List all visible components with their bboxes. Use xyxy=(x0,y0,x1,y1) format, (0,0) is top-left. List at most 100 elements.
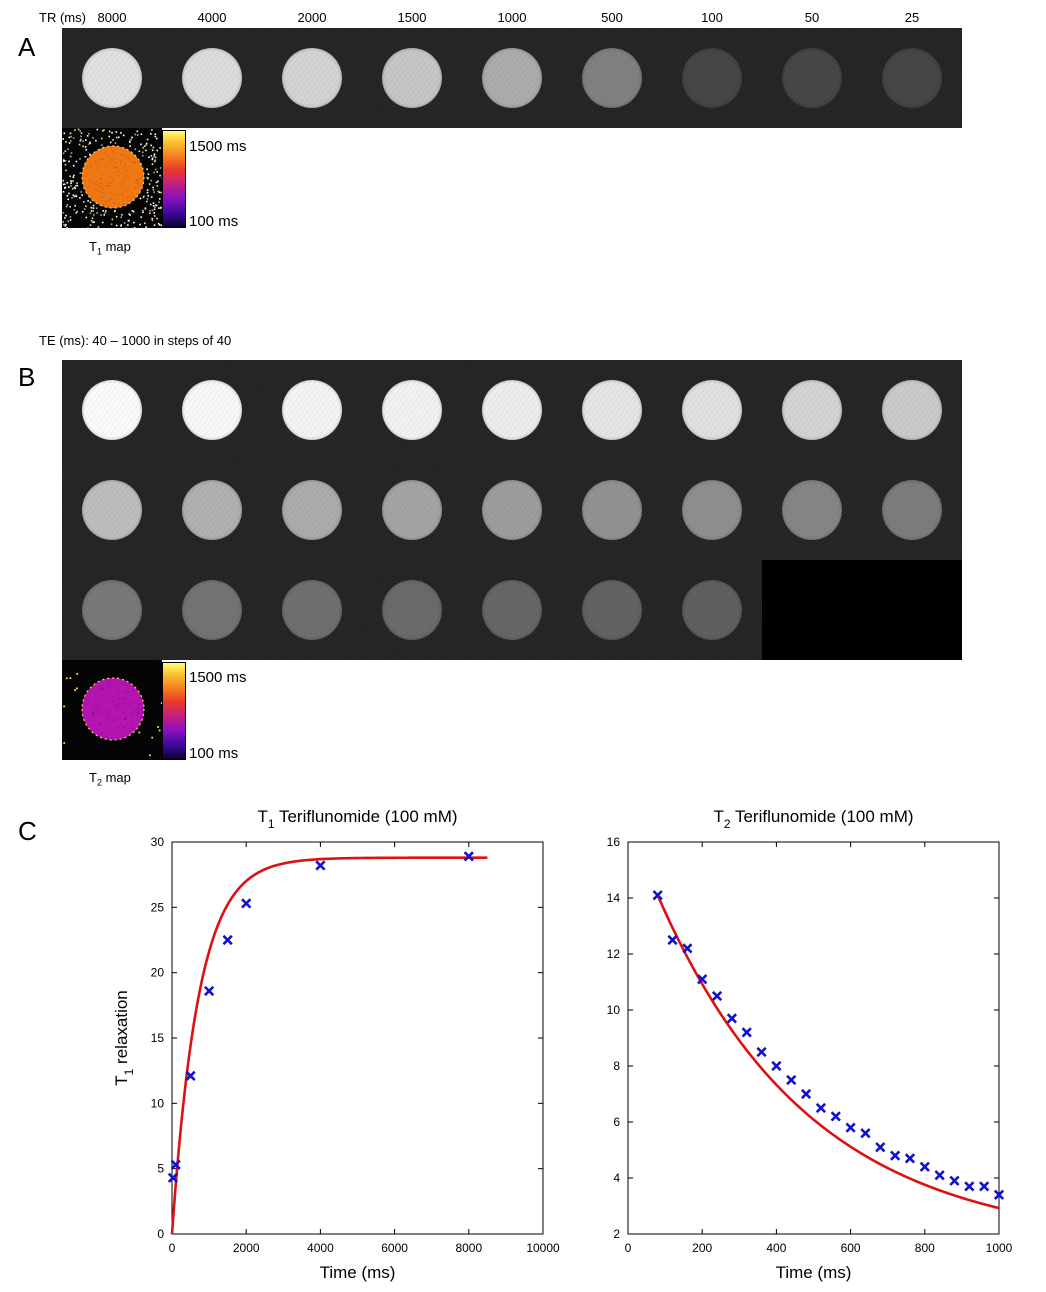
te-image-disc xyxy=(882,380,942,440)
tr-image-tile xyxy=(162,28,262,128)
tr-axis-label: TR (ms) xyxy=(39,10,86,25)
te-image-disc xyxy=(182,380,242,440)
t1-map-image xyxy=(62,128,162,228)
t1-chart-fit-curve xyxy=(170,856,488,1235)
t1-image-strip xyxy=(62,28,962,128)
t1-chart-x-axis-label: Time (ms) xyxy=(320,1263,396,1282)
te-image-tile xyxy=(162,360,262,460)
t2-chart-x-tick-label: 400 xyxy=(766,1241,786,1255)
t1-chart-y-tick-label: 30 xyxy=(151,835,165,849)
tr-values-row: 8000 4000 2000 1500 1000 500 100 50 25 xyxy=(62,10,962,28)
te-image-disc xyxy=(382,480,442,540)
te-image-tile xyxy=(262,560,362,660)
t1-chart-data-point xyxy=(167,1172,179,1183)
te-image-tile xyxy=(362,360,462,460)
te-image-disc xyxy=(682,580,742,640)
tr-value: 1000 xyxy=(497,10,527,25)
tr-image-tile xyxy=(862,28,962,128)
panel-c-letter: C xyxy=(18,816,37,846)
t2-chart-x-tick-label: 600 xyxy=(841,1241,861,1255)
t2-chart-title: T2 Teriflunomide (100 mM) xyxy=(713,807,913,831)
te-image-disc xyxy=(682,480,742,540)
te-axis-label: TE (ms): 40 – 1000 in steps of 40 xyxy=(39,333,232,348)
t2-chart-data-point xyxy=(800,1088,812,1100)
tr-image-tile xyxy=(762,28,862,128)
te-image-disc xyxy=(682,380,742,440)
t2-chart-data-point xyxy=(993,1189,1005,1200)
tr-image-disc xyxy=(282,48,342,108)
t1-chart-y-tick-label: 25 xyxy=(151,900,165,914)
panel-a-letter: A xyxy=(18,32,36,62)
tr-value: 2000 xyxy=(297,10,327,25)
t1-chart-data-point xyxy=(203,985,215,997)
t2-chart-data-point xyxy=(741,1027,752,1038)
te-image-disc xyxy=(382,380,442,440)
t2-chart-data-point xyxy=(904,1153,916,1164)
t1-chart-data-point xyxy=(315,860,326,871)
t1-chart-plot-frame xyxy=(171,841,544,1235)
tr-value: 25 xyxy=(904,10,920,25)
tr-image-disc xyxy=(882,48,942,108)
t2-chart-data-point xyxy=(756,1046,767,1058)
t1-chart-data-point xyxy=(185,1070,196,1082)
te-image-disc xyxy=(582,480,642,540)
t2-chart-x-axis-label: Time (ms) xyxy=(776,1263,852,1282)
t1-chart-y-tick-label: 0 xyxy=(157,1227,164,1241)
t1-chart-data-point xyxy=(241,898,252,909)
t2-chart-data-point xyxy=(726,1013,737,1024)
te-image-disc xyxy=(582,580,642,640)
tr-value: 1500 xyxy=(397,10,427,25)
t1-relaxation-chart: 0 2000 4000 6000 8000 10000 0 5 10 15 20 25 30 T1 Ter… xyxy=(112,807,560,1282)
te-image-disc xyxy=(782,380,842,440)
t2-colorbar-min-label: 100 ms xyxy=(189,745,239,762)
t2-chart-x-tick-label: 800 xyxy=(915,1241,935,1255)
tr-image-tile xyxy=(462,28,562,128)
t1-colorbar-min-label: 100 ms xyxy=(189,213,239,230)
te-image-tile xyxy=(662,360,762,460)
tr-image-disc xyxy=(182,48,242,108)
t1-chart-x-tick-label: 0 xyxy=(169,1241,176,1255)
te-image-tile xyxy=(262,360,362,460)
t2-chart-fit-curve xyxy=(656,894,1000,1210)
t1-map-label: T1 map xyxy=(89,239,131,257)
t2-chart-data-point xyxy=(697,974,708,985)
te-image-disc xyxy=(482,480,542,540)
te-image-disc xyxy=(82,580,142,640)
t1-colorbar xyxy=(162,130,186,228)
t2-chart-y-tick-label: 4 xyxy=(613,1171,620,1185)
t1-chart-x-tick-label: 2000 xyxy=(233,1241,260,1255)
tr-value: 8000 xyxy=(97,10,127,25)
te-image-tile xyxy=(462,460,562,560)
t2-chart-y-tick-label: 14 xyxy=(607,891,621,905)
t2-chart-data-point xyxy=(919,1161,930,1172)
t2-map-label: T2 map xyxy=(89,770,131,788)
t1-colorbar-max-label: 1500 ms xyxy=(189,138,247,155)
t2-chart-data-point xyxy=(860,1128,871,1139)
t2-chart-y-tick-label: 2 xyxy=(613,1227,620,1241)
t1-chart-title: T1 Teriflunomide (100 mM) xyxy=(257,807,457,831)
t2-chart-data-point xyxy=(845,1122,856,1133)
te-image-tile xyxy=(462,360,562,460)
t1-chart-y-tick-label: 5 xyxy=(157,1162,164,1176)
te-image-disc xyxy=(482,580,542,640)
tr-image-disc xyxy=(482,48,542,108)
tr-image-disc xyxy=(782,48,842,108)
tr-image-disc xyxy=(582,48,642,108)
t2-chart-plot-frame xyxy=(627,841,1000,1235)
te-image-disc xyxy=(82,380,142,440)
t2-chart-data-point xyxy=(815,1102,827,1114)
te-image-tile xyxy=(62,360,162,460)
t2-chart-data-point xyxy=(667,934,678,946)
te-image-tile xyxy=(862,460,962,560)
t1-chart-y-tick-label: 10 xyxy=(151,1096,165,1110)
t2-chart-data-point xyxy=(964,1181,975,1192)
te-image-disc xyxy=(782,480,842,540)
t2-colorbar-max-label: 1500 ms xyxy=(189,669,247,686)
t2-chart-x-tick-label: 200 xyxy=(692,1241,712,1255)
t1-chart-data-point xyxy=(222,934,233,946)
t2-chart-data-point xyxy=(949,1175,960,1186)
t2-chart-y-tick-label: 6 xyxy=(613,1115,620,1129)
t2-chart-x-tick-label: 0 xyxy=(625,1241,632,1255)
t2-map-image xyxy=(62,660,162,760)
te-image-disc xyxy=(882,480,942,540)
